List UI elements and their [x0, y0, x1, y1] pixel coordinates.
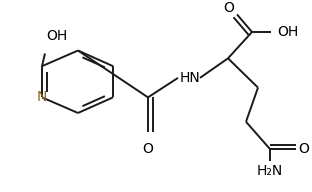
Text: OH: OH [277, 25, 299, 39]
Text: OH: OH [46, 29, 68, 43]
Text: N: N [37, 90, 47, 104]
Text: O: O [143, 142, 154, 156]
Text: HN: HN [180, 71, 200, 85]
Text: O: O [299, 142, 310, 156]
Text: H₂N: H₂N [257, 164, 283, 178]
Text: O: O [224, 1, 234, 15]
